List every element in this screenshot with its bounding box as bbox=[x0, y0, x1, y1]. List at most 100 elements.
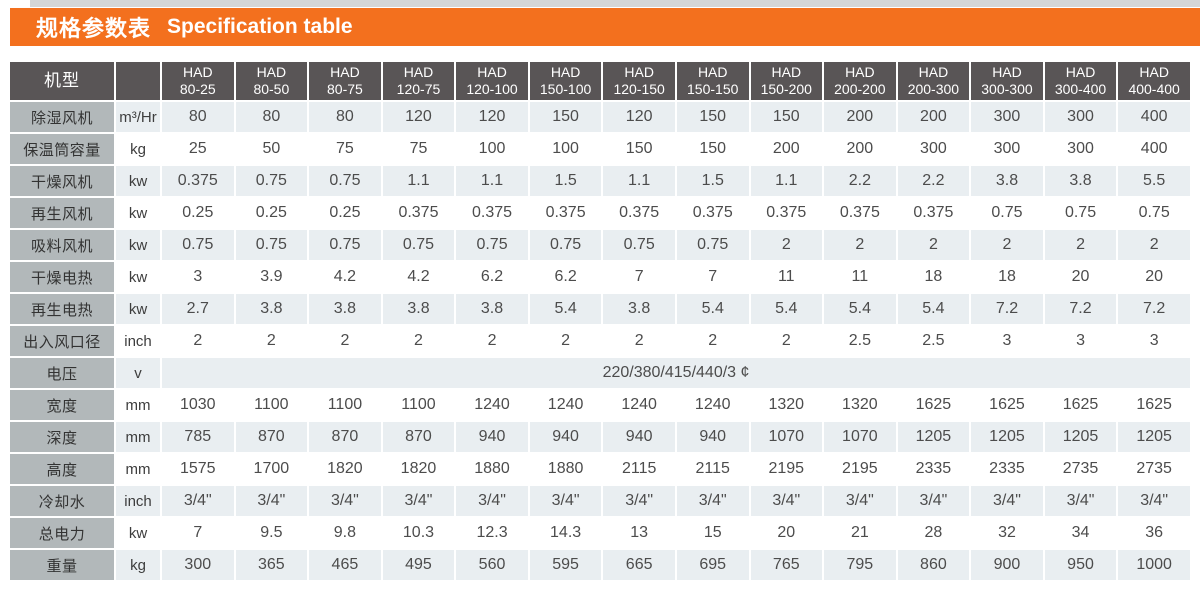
value-cell: 50 bbox=[235, 134, 308, 164]
model-header-cell: HAD 80-25 bbox=[162, 62, 234, 100]
value-cell: 21 bbox=[824, 518, 896, 548]
value-cell: 7 bbox=[603, 262, 675, 292]
value-cell: 75 bbox=[382, 134, 455, 164]
value-cell: 1070 bbox=[750, 422, 823, 452]
value-cell: 2 bbox=[382, 326, 455, 356]
table-row: 电压 v 220/380/415/440/3 ¢ bbox=[10, 358, 1190, 388]
row-label: 再生风机 bbox=[10, 198, 114, 228]
page-title-zh: 规格参数表 bbox=[36, 16, 152, 41]
model-header-cell: HAD 150-100 bbox=[529, 62, 602, 100]
value-cell: 950 bbox=[1044, 550, 1117, 580]
row-label: 宽度 bbox=[10, 390, 114, 420]
model-header-cell: HAD 120-150 bbox=[603, 62, 675, 100]
value-cell: 2 bbox=[971, 230, 1043, 260]
value-cell: 0.25 bbox=[235, 198, 308, 228]
value-cell: 0.75 bbox=[603, 230, 675, 260]
value-cell: 400 bbox=[1118, 102, 1190, 132]
value-cell: 1820 bbox=[309, 454, 381, 484]
value-cell: 9.8 bbox=[309, 518, 381, 548]
value-cell: 1820 bbox=[382, 454, 455, 484]
value-cell: 365 bbox=[235, 550, 308, 580]
value-cell: 1.1 bbox=[750, 166, 823, 196]
value-cell: 900 bbox=[971, 550, 1043, 580]
table-body: 除湿风机 m³/Hr 80 80 80 120 120 150 120 150 150 200 200 3… bbox=[10, 102, 1190, 580]
value-cell: 785 bbox=[162, 422, 234, 452]
value-cell: 25 bbox=[162, 134, 234, 164]
model-header-cell: HAD 120-100 bbox=[456, 62, 528, 100]
value-cell: 200 bbox=[750, 134, 823, 164]
value-cell: 300 bbox=[162, 550, 234, 580]
value-cell: 3/4" bbox=[1118, 486, 1190, 516]
value-cell: 300 bbox=[971, 102, 1043, 132]
value-cell: 0.375 bbox=[456, 198, 528, 228]
value-cell: 2 bbox=[1118, 230, 1190, 260]
value-cell: 3/4" bbox=[309, 486, 381, 516]
row-unit: inch bbox=[116, 326, 160, 356]
value-cell: 0.375 bbox=[162, 166, 234, 196]
table-row: 出入风口径 inch 2 2 2 2 2 2 2 2 2 2.5 2.5 3 3 3 bbox=[10, 326, 1190, 356]
value-cell: 0.75 bbox=[309, 166, 381, 196]
value-cell: 0.75 bbox=[309, 230, 381, 260]
value-cell: 300 bbox=[1044, 134, 1117, 164]
value-cell: 5.4 bbox=[750, 294, 823, 324]
model-header-cell: HAD 80-75 bbox=[309, 62, 381, 100]
table-row: 吸料风机 kw 0.75 0.75 0.75 0.75 0.75 0.75 0.75 0.75 2 2… bbox=[10, 230, 1190, 260]
value-cell: 1880 bbox=[529, 454, 602, 484]
row-label: 干燥风机 bbox=[10, 166, 114, 196]
row-label: 吸料风机 bbox=[10, 230, 114, 260]
value-cell: 2195 bbox=[750, 454, 823, 484]
model-header-cell: HAD 120-75 bbox=[382, 62, 455, 100]
value-cell: 36 bbox=[1118, 518, 1190, 548]
value-cell: 1.5 bbox=[529, 166, 602, 196]
value-cell: 3 bbox=[1044, 326, 1117, 356]
value-cell: 3 bbox=[162, 262, 234, 292]
value-cell: 2 bbox=[750, 230, 823, 260]
value-cell: 20 bbox=[1044, 262, 1117, 292]
value-cell: 3/4" bbox=[971, 486, 1043, 516]
value-cell: 6.2 bbox=[529, 262, 602, 292]
table-row: 高度 mm 1575 1700 1820 1820 1880 1880 2115 2115 2195… bbox=[10, 454, 1190, 484]
value-cell: 1205 bbox=[897, 422, 970, 452]
model-header-cell: HAD 150-200 bbox=[750, 62, 823, 100]
value-cell: 13 bbox=[603, 518, 675, 548]
title-bar: 规格参数表 Specification table bbox=[10, 8, 1200, 46]
value-cell: 120 bbox=[382, 102, 455, 132]
page-title-en: Specification table bbox=[167, 15, 353, 38]
value-cell: 2.2 bbox=[824, 166, 896, 196]
value-cell: 80 bbox=[235, 102, 308, 132]
value-cell: 870 bbox=[235, 422, 308, 452]
value-cell: 465 bbox=[309, 550, 381, 580]
value-cell: 75 bbox=[309, 134, 381, 164]
value-cell: 2335 bbox=[971, 454, 1043, 484]
specification-table: 机型 HAD 80-25 HAD 80-50 HAD 80-75 HAD 120-75 HAD 12… bbox=[8, 60, 1192, 582]
model-header-cell: HAD 80-50 bbox=[235, 62, 308, 100]
value-cell: 100 bbox=[456, 134, 528, 164]
model-header-cell: HAD 400-400 bbox=[1118, 62, 1190, 100]
value-cell: 2115 bbox=[603, 454, 675, 484]
value-cell: 200 bbox=[824, 102, 896, 132]
row-unit: mm bbox=[116, 422, 160, 452]
value-cell: 3/4" bbox=[529, 486, 602, 516]
value-cell: 3 bbox=[1118, 326, 1190, 356]
value-cell: 795 bbox=[824, 550, 896, 580]
value-cell: 1575 bbox=[162, 454, 234, 484]
value-cell: 0.75 bbox=[235, 166, 308, 196]
value-cell: 150 bbox=[676, 134, 749, 164]
value-cell: 1320 bbox=[824, 390, 896, 420]
value-cell: 3.8 bbox=[971, 166, 1043, 196]
row-unit: kw bbox=[116, 198, 160, 228]
model-header-cell: HAD 150-150 bbox=[676, 62, 749, 100]
value-cell: 860 bbox=[897, 550, 970, 580]
model-header-cell: HAD 300-300 bbox=[971, 62, 1043, 100]
value-cell: 200 bbox=[897, 102, 970, 132]
value-cell: 1625 bbox=[897, 390, 970, 420]
model-header-cell: HAD 200-300 bbox=[897, 62, 970, 100]
value-cell: 3/4" bbox=[1044, 486, 1117, 516]
value-cell: 1205 bbox=[971, 422, 1043, 452]
value-cell: 3.8 bbox=[235, 294, 308, 324]
value-cell: 200 bbox=[824, 134, 896, 164]
table-row: 再生风机 kw 0.25 0.25 0.25 0.375 0.375 0.375 0.375 0.… bbox=[10, 198, 1190, 228]
value-cell: 3/4" bbox=[382, 486, 455, 516]
value-cell: 2335 bbox=[897, 454, 970, 484]
table-row: 深度 mm 785 870 870 870 940 940 940 940 1070 1070 1205… bbox=[10, 422, 1190, 452]
